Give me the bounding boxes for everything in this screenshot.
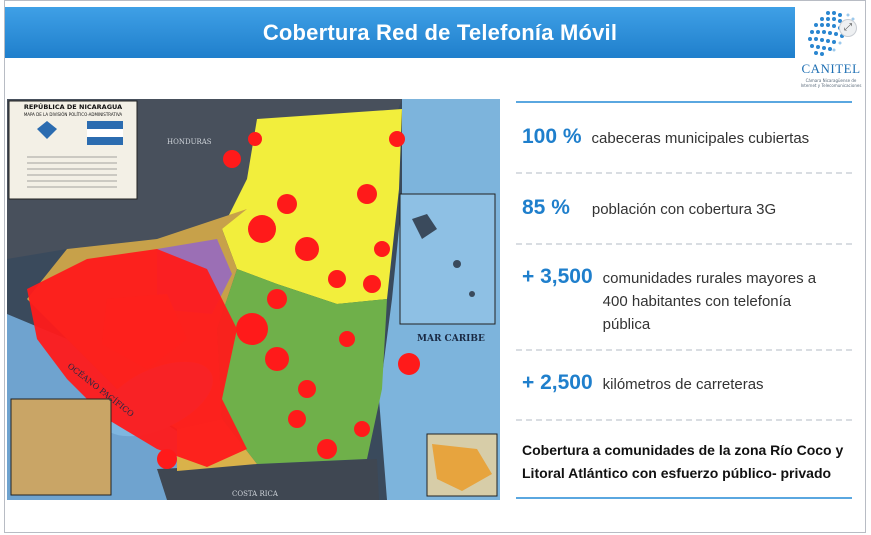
stat-row-rural: + 3,500 comunidades rurales mayores a 40… — [522, 265, 839, 336]
expand-icon[interactable]: ⤢ — [839, 19, 857, 37]
map-subheading: MAPA DE LA DIVISIÓN POLÍTICO-ADMINISTRAT… — [24, 112, 123, 117]
stat-label: kilómetros de carreteras — [602, 376, 764, 393]
logo-name: CANITEL — [801, 61, 861, 76]
title-bar: Cobertura Red de Telefonía Móvil — [5, 7, 795, 58]
stat-label: cabeceras municipales cubiertas — [591, 130, 810, 147]
neighbor-south-label: COSTA RICA — [232, 490, 279, 498]
stat-value: 100 % — [522, 125, 582, 148]
stat-label: población con cobertura 3G — [591, 201, 777, 218]
stat-value: + 3,500 — [522, 265, 593, 288]
stat-row-3g: 85 % población con cobertura 3G — [522, 196, 776, 221]
stat-label: comunidades rurales mayores a 400 habita… — [602, 270, 817, 333]
logo-tagline: Cámara Nicaragüense de Internet y Teleco… — [800, 78, 862, 88]
sea-label: MAR CARIBE — [417, 334, 485, 344]
stat-row-roads: + 2,500 kilómetros de carreteras — [522, 371, 764, 396]
bottom-rule — [516, 497, 852, 499]
stat-row-municipal: 100 % cabeceras municipales cubiertas — [522, 125, 809, 150]
divider — [516, 419, 852, 421]
slide: Cobertura Red de Telefonía Móvil CANITEL… — [4, 0, 866, 533]
stats-panel: 100 % cabeceras municipales cubiertas 85… — [516, 101, 852, 501]
canitel-logo: CANITEL Cámara Nicaragüense de Internet … — [798, 5, 864, 93]
map-heading: REPÚBLICA DE NICARAGUA — [24, 102, 122, 111]
slide-title: Cobertura Red de Telefonía Móvil — [262, 19, 618, 45]
stat-value: + 2,500 — [522, 371, 593, 394]
top-rule — [516, 101, 852, 103]
coverage-map: REPÚBLICA DE NICARAGUA MAPA DE LA DIVISI… — [7, 99, 500, 500]
divider — [516, 349, 852, 351]
stat-value: 85 % — [522, 196, 570, 219]
coverage-note: Cobertura a comunidades de la zona Río C… — [522, 442, 844, 481]
divider — [516, 243, 852, 245]
neighbor-north-label: HONDURAS — [167, 138, 212, 146]
divider — [516, 172, 852, 174]
